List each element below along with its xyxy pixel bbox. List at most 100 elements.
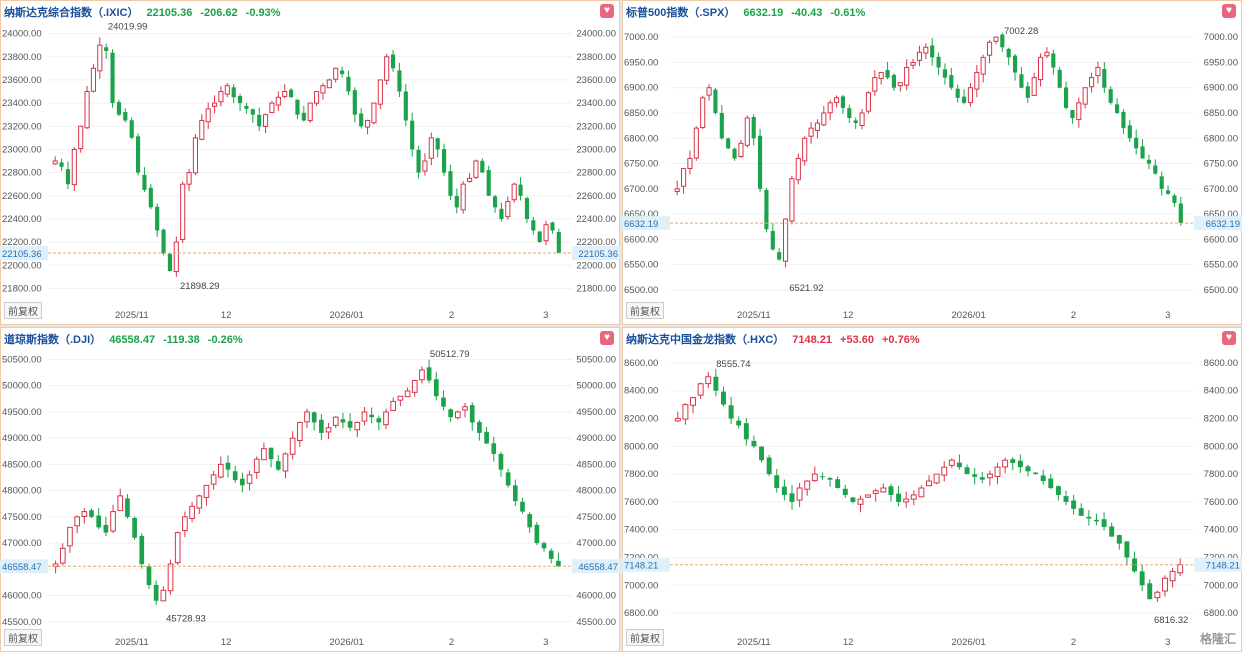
x-tick-label: 2025/11: [115, 310, 149, 321]
x-tick-label: 12: [843, 637, 854, 648]
x-tick-label: 2026/01: [952, 637, 986, 648]
candle-body: [295, 99, 300, 115]
y-tick-label-right: 23200.00: [576, 121, 616, 132]
adjust-button[interactable]: 前复权: [626, 302, 664, 319]
chart-panel-hxc[interactable]: 8600.00 8600.00 8400.00 8400.00 8200.00 8200.…: [622, 327, 1242, 652]
candle-body: [240, 478, 245, 486]
candlestick-chart: 24000.00 24000.00 23800.00 23800.00 23600.00…: [0, 0, 620, 325]
candle-body: [320, 85, 326, 94]
candle-body: [313, 91, 320, 104]
y-tick-label-right: 24000.00: [576, 29, 616, 40]
y-tick-label-left: 50000.00: [2, 381, 42, 392]
candle-body: [511, 183, 517, 201]
candle-body: [910, 61, 916, 66]
y-tick-label-left: 47000.00: [2, 538, 42, 549]
candle-body: [690, 397, 697, 406]
candle-body: [129, 120, 134, 138]
x-tick-label: 2026/01: [330, 637, 364, 648]
candle-body: [1063, 87, 1069, 108]
candle-body: [211, 102, 218, 107]
index-pct: -0.26%: [207, 334, 243, 346]
panel-header: 道琼斯指数（.DJI） 46558.47 -119.38 -0.26%: [4, 331, 243, 347]
candle-body: [148, 187, 153, 208]
candle-body: [466, 177, 473, 182]
candle-body: [505, 472, 511, 486]
x-tick-label: 3: [543, 310, 548, 321]
y-tick-label-right: 47000.00: [576, 538, 616, 549]
chart-panel-ixic[interactable]: 24000.00 24000.00 23800.00 23800.00 23600.00…: [0, 0, 620, 325]
high-label: 24019.99: [108, 21, 148, 32]
candle-body: [948, 459, 955, 466]
candle-body: [974, 72, 980, 90]
y-tick-label-left: 8400.00: [624, 386, 658, 397]
adjust-button[interactable]: 前复权: [4, 302, 42, 319]
y-tick-label-right: 6800.00: [1204, 608, 1238, 619]
candle-body: [986, 41, 993, 56]
y-tick-label-left: 47500.00: [2, 512, 42, 523]
candle-body: [1139, 571, 1145, 586]
y-tick-label-left: 7000.00: [624, 580, 658, 591]
candle-body: [199, 119, 205, 140]
candle-body: [203, 484, 210, 498]
chart-panel-spx[interactable]: 7000.00 7000.00 6950.00 6950.00 6900.00 6900.…: [622, 0, 1242, 325]
y-tick-label-right: 6750.00: [1204, 159, 1238, 170]
candle-body: [167, 253, 173, 272]
candle-body: [520, 501, 525, 512]
candle-body: [926, 480, 932, 487]
candle-body: [1082, 87, 1088, 105]
candle-body: [473, 160, 479, 178]
candle-body: [936, 56, 941, 68]
y-tick-label-left: 6900.00: [624, 83, 658, 94]
y-tick-label-left: 23800.00: [2, 52, 42, 63]
panel-frame: [0, 327, 620, 652]
candle-body: [1044, 51, 1050, 57]
candle-body: [153, 584, 159, 601]
heart-icon[interactable]: ♥: [600, 331, 614, 345]
adjust-button[interactable]: 前复权: [626, 629, 664, 646]
candle-body: [1114, 104, 1120, 113]
candle-body: [403, 91, 408, 121]
candle-body: [697, 383, 704, 396]
last-price-tag-text: 6632.19: [1206, 219, 1240, 230]
candle-body: [1070, 110, 1075, 119]
candle-body: [512, 485, 518, 502]
heart-icon[interactable]: ♥: [1222, 4, 1236, 18]
heart-icon[interactable]: ♥: [1222, 331, 1236, 345]
candle-body: [543, 224, 549, 242]
candle-body: [918, 487, 925, 498]
candle-body: [782, 218, 789, 262]
candle-body: [454, 196, 459, 208]
candle-body: [498, 453, 504, 470]
candle-body: [743, 423, 749, 440]
candle-body: [744, 117, 750, 146]
candle-body: [796, 487, 803, 501]
candle-body: [1078, 508, 1084, 516]
candle-body: [96, 515, 102, 528]
candle-body: [865, 494, 872, 498]
candle-body: [556, 232, 561, 254]
candle-body: [282, 453, 289, 472]
candle-body: [1161, 577, 1168, 592]
candle-body: [1159, 176, 1164, 189]
candle-body: [232, 471, 238, 481]
candle-body: [1146, 159, 1152, 164]
candle-body: [1178, 203, 1183, 224]
chart-panel-dji[interactable]: 50500.00 50500.00 50000.00 50000.00 49500.00…: [0, 327, 620, 652]
y-tick-label-right: 8600.00: [1204, 358, 1238, 369]
candle-body: [713, 89, 718, 113]
y-tick-label-right: 49500.00: [576, 407, 616, 418]
candle-body: [377, 79, 383, 105]
candle-body: [972, 474, 978, 477]
candlestick-chart: 8600.00 8600.00 8400.00 8400.00 8200.00 8200.…: [622, 327, 1242, 652]
heart-icon[interactable]: ♥: [600, 4, 614, 18]
candle-body: [527, 514, 533, 528]
candle-body: [492, 196, 498, 208]
x-tick-label: 2: [449, 310, 454, 321]
candle-body: [352, 90, 357, 115]
candle-body: [1012, 55, 1018, 73]
candle-body: [766, 457, 772, 475]
candle-body: [361, 411, 368, 422]
candle-body: [728, 405, 734, 419]
candle-body: [1177, 564, 1184, 574]
adjust-button[interactable]: 前复权: [4, 629, 42, 646]
